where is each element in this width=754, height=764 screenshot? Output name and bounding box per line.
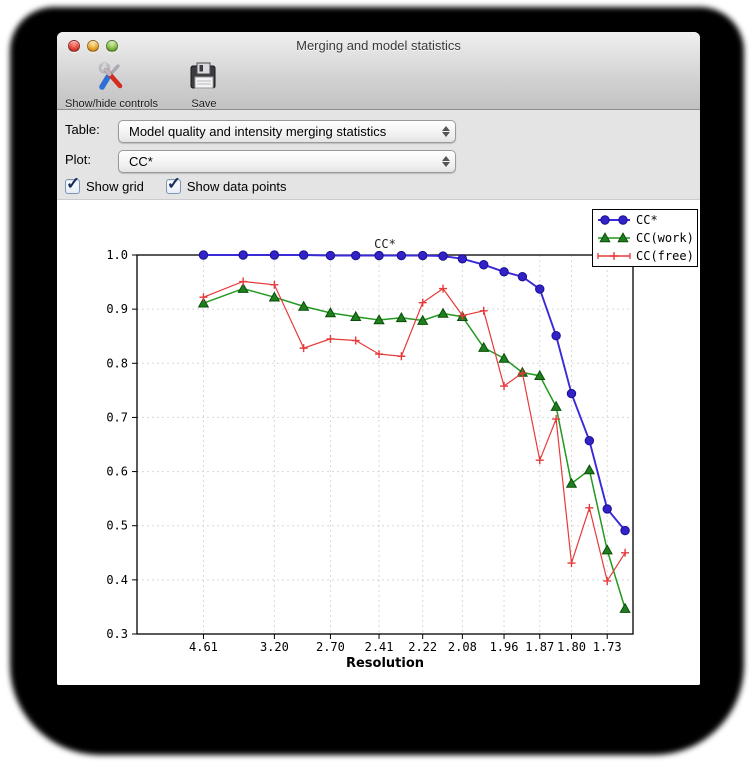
axis-tick-labels: 1.0 0.9 0.8 0.7 0.6 0.5 0.4 0.3 4.61 3.20 2.70 2.41… (106, 248, 621, 654)
window-chrome: Merging and model statistics Show/hide c… (57, 32, 700, 110)
svg-text:0.9: 0.9 (106, 302, 128, 316)
controls-panel: Table: Model quality and intensity mergi… (57, 110, 700, 200)
traffic-lights (68, 40, 118, 52)
series-cc-work- (197, 282, 631, 613)
series-cc-free- (199, 277, 630, 585)
table-select[interactable]: Model quality and intensity merging stat… (118, 120, 456, 143)
svg-text:CC*: CC* (636, 213, 658, 227)
minimize-button[interactable] (87, 40, 99, 52)
toolbar: Show/hide controls Save (57, 58, 220, 113)
grid-lines (137, 255, 633, 634)
show-hide-controls-label: Show/hide controls (65, 98, 158, 110)
show-data-points-label: Show data points (186, 179, 287, 194)
legend-entry-cc-: CC* (598, 213, 658, 227)
title-bar[interactable]: Merging and model statistics (57, 32, 700, 58)
svg-text:2.22: 2.22 (408, 640, 437, 654)
show-grid-label: Show grid (86, 179, 144, 194)
svg-text:2.41: 2.41 (365, 640, 394, 654)
save-button[interactable]: Save (188, 60, 220, 110)
svg-text:CC(work): CC(work) (636, 231, 694, 245)
app-window: Merging and model statistics Show/hide c… (57, 32, 700, 685)
window-title: Merging and model statistics (296, 38, 461, 53)
svg-text:2.70: 2.70 (316, 640, 345, 654)
show-hide-controls-button[interactable]: Show/hide controls (65, 60, 158, 110)
plot-select[interactable]: CC* (118, 150, 456, 173)
svg-text:1.80: 1.80 (557, 640, 586, 654)
svg-text:2.08: 2.08 (448, 640, 477, 654)
zoom-button[interactable] (106, 40, 118, 52)
series-cc- (198, 250, 630, 536)
save-icon (188, 60, 220, 97)
table-label: Table: (65, 122, 100, 137)
svg-text:3.20: 3.20 (260, 640, 289, 654)
show-grid-checkbox[interactable] (65, 174, 80, 194)
svg-text:1.96: 1.96 (490, 640, 519, 654)
save-label: Save (191, 98, 217, 110)
svg-text:0.6: 0.6 (106, 465, 128, 479)
plot-select-value: CC* (129, 154, 153, 169)
svg-text:0.5: 0.5 (106, 519, 128, 533)
chart: 1.0 0.9 0.8 0.7 0.6 0.5 0.4 0.3 4.61 3.20 2.70 2.41… (106, 209, 698, 671)
svg-text:0.8: 0.8 (106, 356, 128, 370)
svg-text:CC(free): CC(free) (636, 249, 694, 263)
svg-text:1.73: 1.73 (593, 640, 622, 654)
legend-entry-cc-work-: CC(work) (598, 231, 694, 245)
x-axis-label: Resolution (346, 656, 424, 671)
popup-arrows-icon (442, 151, 450, 172)
popup-arrows-icon (442, 121, 450, 142)
svg-text:1.0: 1.0 (106, 248, 128, 262)
axis-ticks (132, 254, 608, 639)
chart-title: CC* (374, 237, 396, 251)
close-button[interactable] (68, 40, 80, 52)
show-data-points-checkbox[interactable] (165, 174, 181, 194)
tools-icon (95, 60, 127, 97)
plot-label: Plot: (65, 152, 92, 167)
legend-entry-cc-free-: CC(free) (597, 249, 694, 263)
svg-text:0.4: 0.4 (106, 573, 128, 587)
svg-text:0.3: 0.3 (106, 627, 128, 641)
svg-text:1.87: 1.87 (525, 640, 554, 654)
svg-text:4.61: 4.61 (189, 640, 218, 654)
table-select-value: Model quality and intensity merging stat… (129, 124, 387, 139)
legend: CC* CC(work) CC(free) (592, 209, 698, 267)
plot-figure: 1.0 0.9 0.8 0.7 0.6 0.5 0.4 0.3 4.61 3.20 2.70 2.41… (57, 200, 700, 685)
svg-text:0.7: 0.7 (106, 410, 128, 424)
